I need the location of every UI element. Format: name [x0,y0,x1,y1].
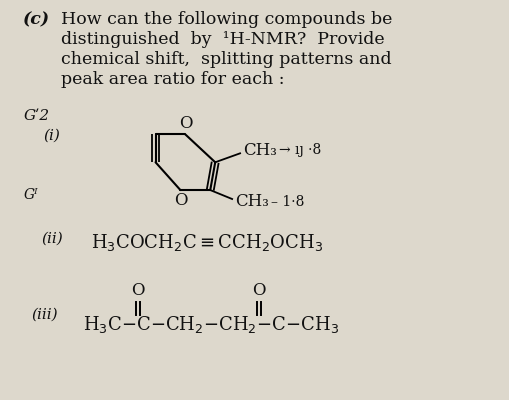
Text: O: O [174,192,187,209]
Text: – 1·8: – 1·8 [271,195,304,209]
Text: → ıȷ ·8: → ıȷ ·8 [279,143,321,157]
Text: chemical shift,  splitting patterns and: chemical shift, splitting patterns and [61,51,392,68]
Text: O: O [252,282,266,299]
Text: peak area ratio for each :: peak area ratio for each : [61,71,285,88]
Text: (ii): (ii) [41,232,63,246]
Text: Gʹ2: Gʹ2 [23,109,49,123]
Text: How can the following compounds be: How can the following compounds be [61,11,392,28]
Text: (c): (c) [23,11,50,28]
Text: Gᴵ: Gᴵ [23,188,38,202]
Text: (iii): (iii) [31,307,58,321]
Text: (i): (i) [43,128,60,142]
Text: H$_3$C$-$C$-$CH$_2$$-$CH$_2$$-$C$-$CH$_3$: H$_3$C$-$C$-$CH$_2$$-$CH$_2$$-$C$-$CH$_3… [83,314,339,335]
Text: distinguished  by  ¹H-NMR?  Provide: distinguished by ¹H-NMR? Provide [61,31,385,48]
Text: CH₃: CH₃ [243,142,277,159]
Text: H$_3$COCH$_2$C$\equiv$CCH$_2$OCH$_3$: H$_3$COCH$_2$C$\equiv$CCH$_2$OCH$_3$ [91,232,323,253]
Text: O: O [131,282,145,299]
Text: CH₃: CH₃ [235,194,269,210]
Text: O: O [179,116,192,132]
